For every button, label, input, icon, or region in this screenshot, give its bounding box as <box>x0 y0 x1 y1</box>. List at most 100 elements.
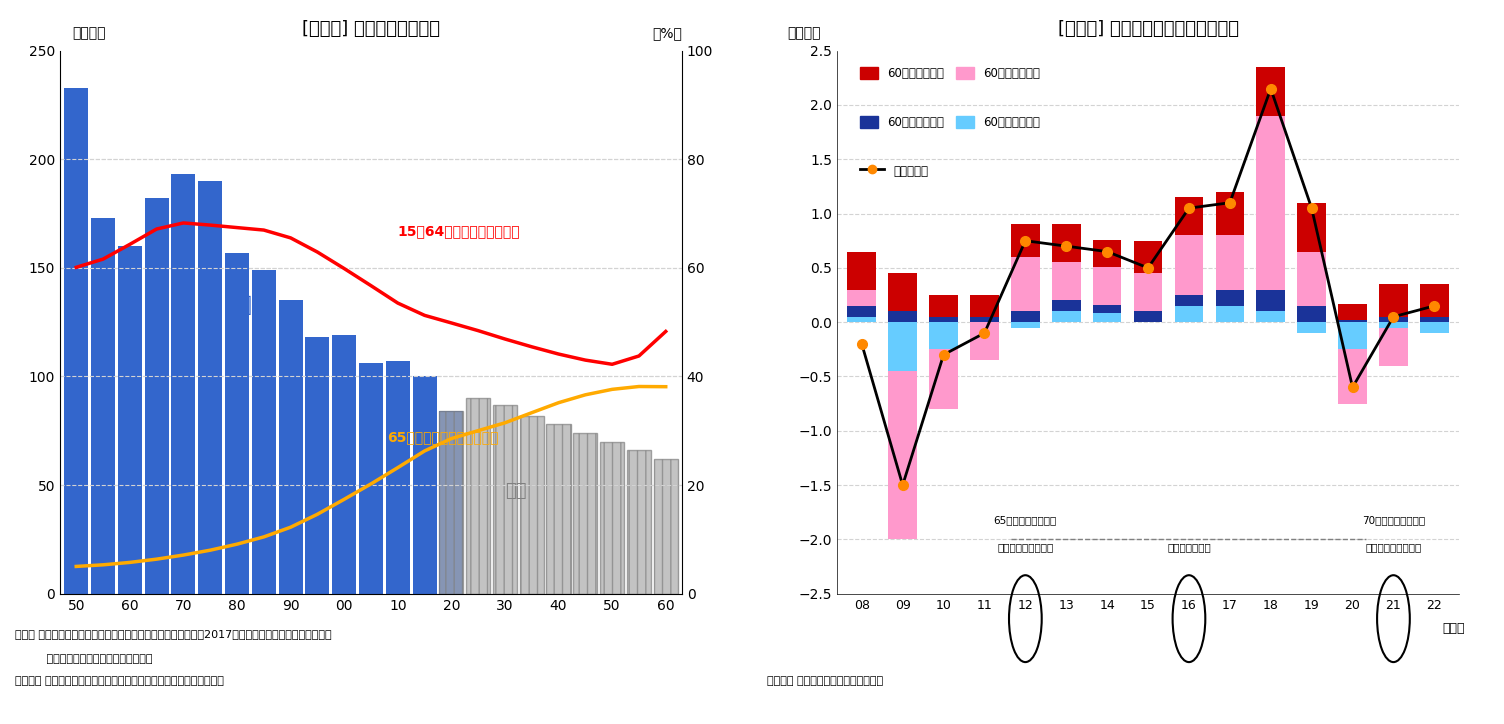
Text: （注） 国立社会保障・人口問題研究所「日本の将来推計人口（2017年推計・出生中位）」に基づく。: （注） 国立社会保障・人口問題研究所「日本の将来推計人口（2017年推計・出生中… <box>15 629 332 639</box>
Bar <box>1134 311 1163 322</box>
Bar <box>1175 295 1203 306</box>
Bar <box>1093 267 1122 305</box>
Bar <box>117 246 141 594</box>
Bar <box>929 322 958 349</box>
Text: 65歳までの雇用確保: 65歳までの雇用確保 <box>994 515 1057 525</box>
Bar <box>1011 224 1039 257</box>
Bar <box>305 337 329 594</box>
Bar <box>1175 306 1203 322</box>
Bar <box>654 459 678 594</box>
Bar <box>573 433 597 594</box>
Text: 高年齢者雇用安定法: 高年齢者雇用安定法 <box>997 542 1053 552</box>
Bar <box>1298 322 1327 333</box>
Bar <box>929 295 958 317</box>
Bar <box>1175 235 1203 295</box>
Bar <box>1051 262 1080 300</box>
Bar <box>1051 224 1080 262</box>
Bar <box>970 295 999 317</box>
Bar <box>1379 322 1408 327</box>
Bar <box>439 411 463 594</box>
Bar <box>251 270 275 594</box>
Text: 70歳までの就業確保: 70歳までの就業確保 <box>1363 515 1424 525</box>
Text: 人口比率は、総人口に占める割合。: 人口比率は、総人口に占める割合。 <box>15 654 152 665</box>
Title: [図表２] 就業者数の変化（寄与度）: [図表２] 就業者数の変化（寄与度） <box>1057 20 1239 38</box>
Text: （万人）: （万人） <box>72 26 107 40</box>
Bar <box>199 181 223 594</box>
Bar <box>1420 317 1448 322</box>
Legend: 就業者総数: 就業者総数 <box>856 160 932 182</box>
Bar <box>1379 327 1408 366</box>
Bar <box>889 371 917 539</box>
Text: （年）: （年） <box>1442 622 1465 635</box>
Bar <box>1011 322 1039 327</box>
Text: 15～64歳人口比率（右軸）: 15～64歳人口比率（右軸） <box>397 224 520 238</box>
Bar <box>1256 116 1284 290</box>
Bar <box>1093 240 1122 266</box>
Bar <box>1215 290 1244 306</box>
Bar <box>1298 306 1327 322</box>
Bar <box>439 411 463 594</box>
Text: 出生数: 出生数 <box>226 295 266 316</box>
Text: （資料） 総務省統計局「労働力調査」: （資料） 総務省統計局「労働力調査」 <box>767 676 883 686</box>
Bar <box>90 218 116 594</box>
Bar <box>144 198 168 594</box>
Bar <box>1051 300 1080 311</box>
Bar <box>1339 303 1367 320</box>
Bar <box>1339 320 1367 322</box>
Bar <box>466 398 490 594</box>
Bar <box>889 273 917 311</box>
Title: [図表１] 日本の少子高齢化: [図表１] 日本の少子高齢化 <box>302 20 441 38</box>
Bar <box>847 306 875 317</box>
Bar <box>1256 67 1284 116</box>
Bar <box>520 416 544 594</box>
Bar <box>847 317 875 322</box>
Text: 高年齢者雇用安定法: 高年齢者雇用安定法 <box>1366 542 1421 552</box>
Bar <box>889 322 917 371</box>
Bar <box>970 322 999 360</box>
Bar <box>970 317 999 322</box>
Bar <box>929 317 958 322</box>
Bar <box>546 424 570 594</box>
Bar <box>600 442 624 594</box>
Bar <box>412 376 436 594</box>
Text: （資料） 総務省統計局、厚生労働省、国立社会保障・人口問題研究所: （資料） 総務省統計局、厚生労働省、国立社会保障・人口問題研究所 <box>15 676 224 686</box>
Bar <box>1215 306 1244 322</box>
Bar <box>1093 313 1122 322</box>
Bar <box>1051 311 1080 322</box>
Bar <box>1215 235 1244 290</box>
Bar <box>627 450 651 594</box>
Bar <box>1175 197 1203 235</box>
Text: 推計: 推計 <box>505 482 526 500</box>
Bar <box>493 405 517 594</box>
Text: （万人）: （万人） <box>788 26 821 40</box>
Bar <box>278 300 302 594</box>
Bar <box>1420 322 1448 333</box>
Text: 女性活躍推進法: 女性活躍推進法 <box>1167 542 1211 552</box>
Bar <box>1256 311 1284 322</box>
Bar <box>359 363 384 594</box>
Bar <box>1379 317 1408 322</box>
Bar <box>226 253 250 594</box>
Bar <box>332 335 356 594</box>
Bar <box>1134 273 1163 311</box>
Bar <box>847 290 875 306</box>
Bar <box>1134 240 1163 273</box>
Bar <box>1093 305 1122 313</box>
Bar <box>889 311 917 322</box>
Text: 65歳以上人口比率（右軸）: 65歳以上人口比率（右軸） <box>387 431 498 445</box>
Bar <box>1420 284 1448 317</box>
Bar <box>929 349 958 409</box>
Bar <box>385 361 409 594</box>
Bar <box>1215 192 1244 235</box>
Bar <box>171 174 196 594</box>
Bar <box>65 88 89 594</box>
Bar <box>1339 322 1367 349</box>
Bar <box>1256 290 1284 311</box>
Bar <box>1379 284 1408 317</box>
Bar <box>1339 349 1367 403</box>
Text: （%）: （%） <box>651 26 681 40</box>
Bar <box>1011 311 1039 322</box>
Bar <box>1298 251 1327 306</box>
Bar <box>1298 203 1327 251</box>
Bar <box>847 252 875 290</box>
